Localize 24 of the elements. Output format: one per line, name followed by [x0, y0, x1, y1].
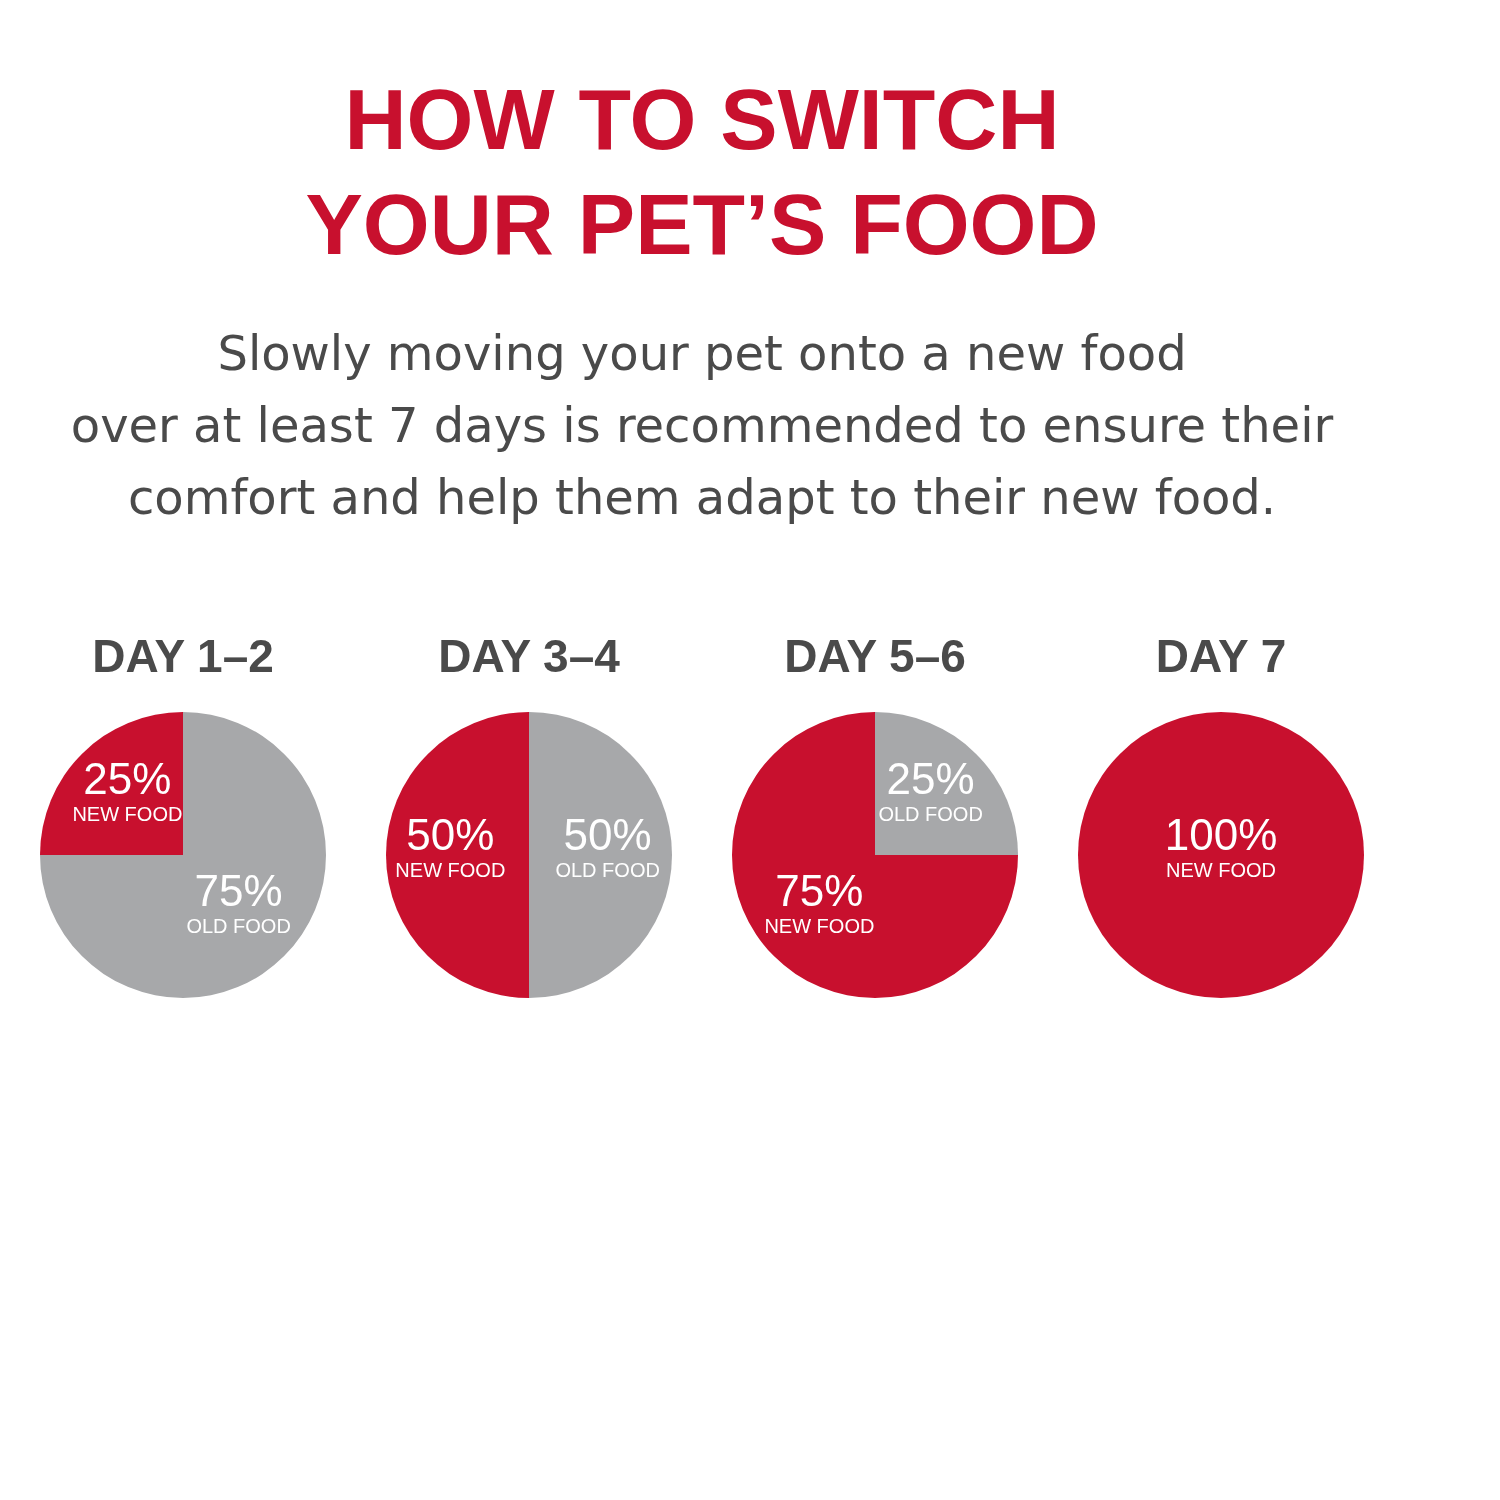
slice-label: NEW FOOD	[764, 914, 875, 937]
pie-slice	[386, 712, 529, 998]
data-label: 50%	[563, 810, 652, 859]
data-label: 75%	[194, 865, 283, 915]
pie-slice	[732, 712, 1018, 998]
data-label: 25%	[886, 754, 975, 804]
chart-title: DAY 3–4	[438, 630, 621, 682]
slice-label: OLD FOOD	[555, 859, 660, 881]
slice-label: OLD FOOD	[186, 914, 291, 937]
slice-label: NEW FOOD	[72, 803, 183, 826]
text: HOW TO SWITCH YOUR PET’S FOOD	[305, 71, 1099, 272]
data-label: 100%	[1164, 810, 1278, 859]
data-label: 25%	[83, 754, 172, 804]
chart-title: DAY 5–6	[784, 630, 966, 682]
slice-label: NEW FOOD	[395, 859, 506, 881]
text: Slowly moving your pet onto a new food over at least 7 days is recommended to ensure their comfort and help them adapt to their new food.	[70, 325, 1334, 525]
chart-title: DAY 1–2	[92, 630, 274, 682]
slice-label: OLD FOOD	[878, 803, 983, 826]
slice-label: NEW FOOD	[1166, 859, 1276, 881]
pie-slice	[529, 712, 672, 998]
data-label: 75%	[775, 865, 864, 915]
chart-title: DAY 7	[1155, 630, 1287, 682]
pie-slice	[40, 712, 326, 998]
data-label: 50%	[406, 810, 495, 859]
